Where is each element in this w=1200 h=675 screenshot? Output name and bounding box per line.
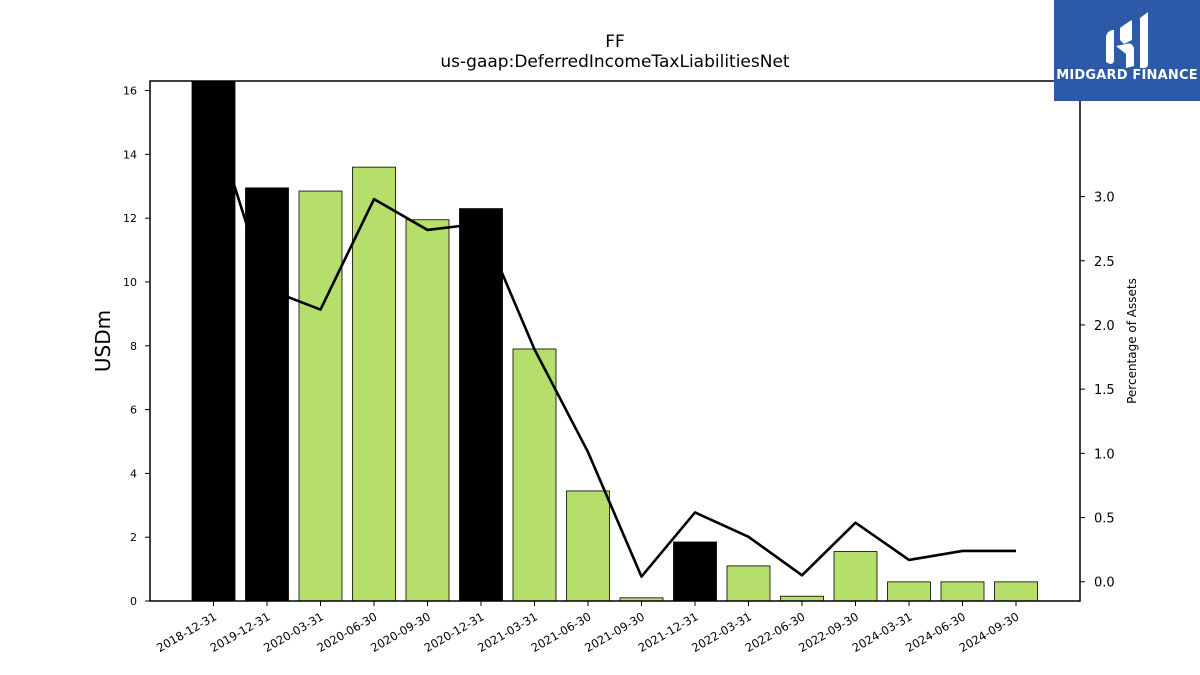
y2-tick-label: 2.0 <box>1094 319 1115 334</box>
logo-text: MIDGARD FINANCE <box>1056 68 1198 83</box>
x-tick-label: 2024-03-31 <box>850 609 915 655</box>
x-tick-label: 2024-06-30 <box>903 609 968 655</box>
y-tick-label: 12 <box>123 212 137 225</box>
y2-tick-label: 1.5 <box>1094 383 1115 398</box>
chart-title: FF <box>605 32 625 52</box>
x-tick-label: 2022-06-30 <box>743 609 808 655</box>
bar <box>726 565 771 602</box>
bar <box>512 348 557 602</box>
x-tick-label: 2022-09-30 <box>796 609 861 655</box>
y-tick-label: 14 <box>123 148 137 161</box>
y-tick-label: 4 <box>130 467 137 480</box>
x-tick-label: 2021-09-30 <box>582 609 647 655</box>
y2-tick-label: 1.0 <box>1094 447 1115 462</box>
bar <box>298 190 343 602</box>
x-tick-label: 2020-06-30 <box>315 609 380 655</box>
bar <box>940 581 985 602</box>
y2-axis-label: Percentage of Assets <box>1125 278 1139 404</box>
bar <box>352 166 396 602</box>
chart-subtitle: us-gaap:DeferredIncomeTaxLiabilitiesNet <box>440 52 790 72</box>
y-axis-label: USDm <box>91 310 115 372</box>
bar <box>994 581 1038 602</box>
x-tick-label: 2018-12-31 <box>154 609 219 655</box>
x-tick-label: 2019-12-31 <box>208 609 273 655</box>
y-tick-label: 16 <box>123 85 137 98</box>
y2-tick-label: 2.5 <box>1094 255 1115 270</box>
x-tick-label: 2020-09-30 <box>368 609 433 655</box>
y-tick-label: 6 <box>130 404 137 417</box>
bar <box>566 490 610 602</box>
x-tick-label: 2020-03-31 <box>261 609 326 655</box>
x-tick-label: 2024-09-30 <box>957 609 1022 655</box>
x-tick-label: 2021-06-30 <box>529 609 594 655</box>
midgard-logo-icon <box>1106 12 1148 68</box>
bar <box>833 551 878 602</box>
y-tick-label: 0 <box>130 595 137 608</box>
y2-tick-label: 0.5 <box>1094 512 1115 527</box>
x-tick-label: 2021-03-31 <box>475 609 540 655</box>
bar <box>673 541 717 602</box>
y-tick-label: 2 <box>130 531 137 544</box>
y2-tick-label: 0.0 <box>1094 576 1115 591</box>
bar <box>459 208 503 602</box>
x-tick-label: 2021-12-31 <box>636 609 701 655</box>
y2-tick-label: 3.0 <box>1094 191 1115 206</box>
x-tick-label: 2022-03-31 <box>689 609 754 655</box>
x-tick-label: 2020-12-31 <box>422 609 487 655</box>
bar <box>245 187 289 602</box>
midgard-finance-logo: MIDGARD FINANCE <box>1054 0 1200 101</box>
bar <box>887 581 931 602</box>
bar <box>191 80 236 602</box>
y-tick-label: 8 <box>130 340 137 353</box>
percentage-line <box>212 119 1016 578</box>
bar <box>405 219 450 602</box>
plot-frame <box>149 80 1081 602</box>
y-tick-label: 10 <box>123 276 137 289</box>
